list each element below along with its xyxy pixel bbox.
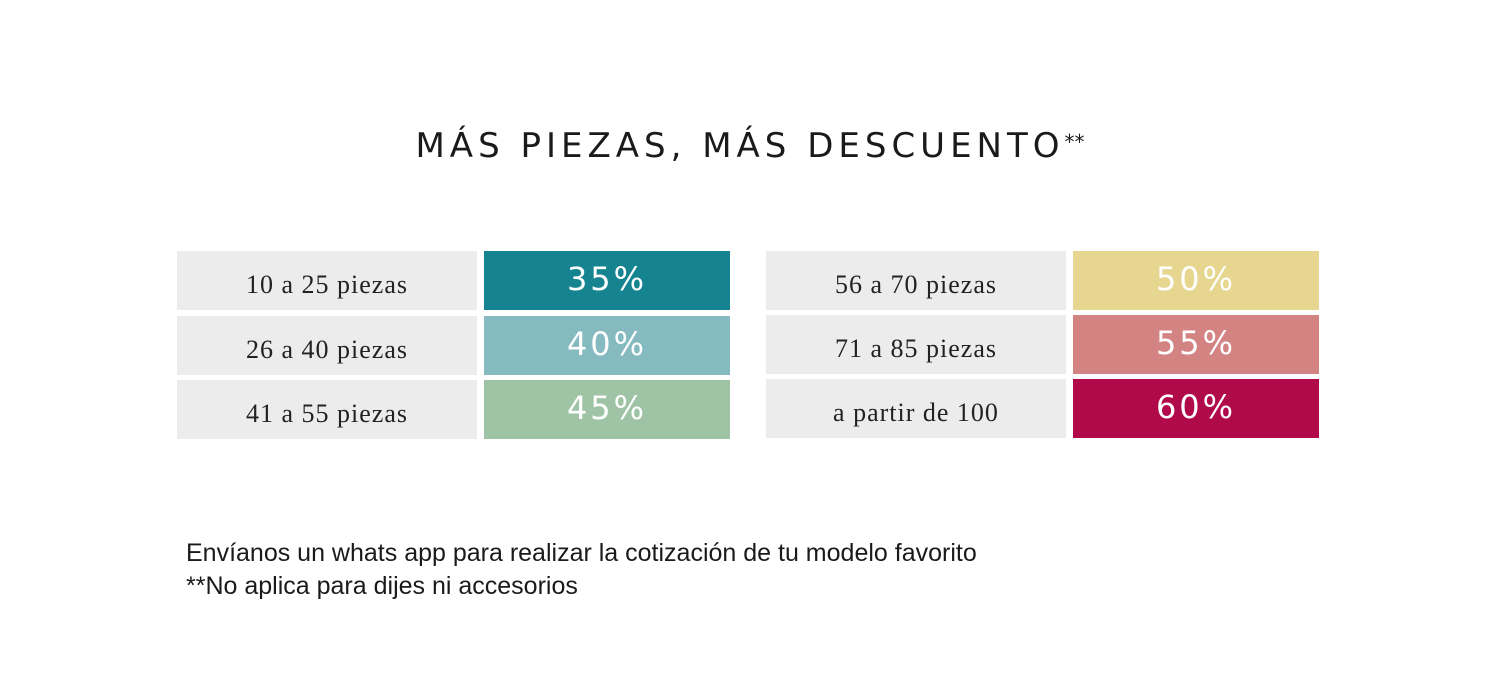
tier-discount: 55% [1073,315,1319,374]
tier-range: 26 a 40 piezas [177,316,477,375]
title-text: MÁS PIEZAS, MÁS DESCUENTO [415,126,1065,166]
tier-discount: 40% [484,316,730,375]
footer-whatsapp-note: Envíanos un whats app para realizar la c… [186,539,977,567]
tier-discount: 50% [1073,251,1319,310]
tier-range: 41 a 55 piezas [177,380,477,439]
tier-discount: 35% [484,251,730,310]
tier-discount: 45% [484,380,730,439]
tier-range: 10 a 25 piezas [177,251,477,310]
page-title: MÁS PIEZAS, MÁS DESCUENTO** [0,126,1500,166]
tier-range: 56 a 70 piezas [766,251,1066,310]
tier-range: 71 a 85 piezas [766,315,1066,374]
title-footnote-mark: ** [1064,130,1085,154]
tier-discount: 60% [1073,379,1319,438]
footer-disclaimer: **No aplica para dijes ni accesorios [186,572,578,600]
tier-range: a partir de 100 [766,379,1066,438]
